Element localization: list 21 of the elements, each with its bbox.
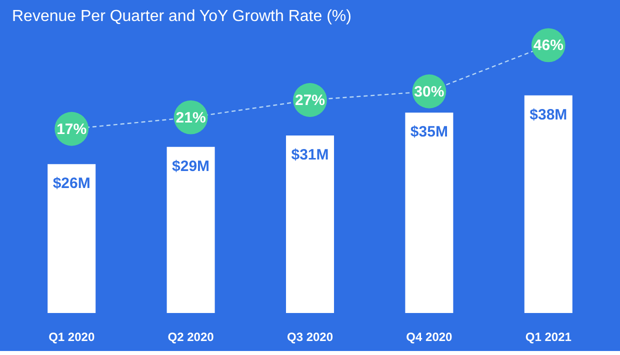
chart-title: Revenue Per Quarter and YoY Growth Rate (%) — [12, 8, 352, 26]
bar — [524, 95, 572, 313]
x-tick-label: Q4 2020 — [406, 330, 453, 344]
bar — [405, 112, 454, 313]
data-label: $38M — [530, 106, 568, 124]
x-tick-label: Q2 2020 — [168, 330, 214, 344]
x-tick-label: Q1 2021 — [525, 330, 572, 344]
data-label: $31M — [291, 146, 329, 164]
data-label: $35M — [410, 124, 448, 141]
data-label: 17% — [56, 120, 87, 138]
data-label: 27% — [294, 92, 326, 110]
bar — [286, 135, 334, 313]
data-label: $29M — [172, 158, 210, 175]
x-tick-label: Q1 2020 — [48, 330, 95, 344]
bar — [166, 146, 215, 313]
data-label: 46% — [533, 37, 564, 54]
data-label: $26M — [52, 175, 90, 192]
data-label: 30% — [414, 83, 444, 100]
x-tick-label: Q3 2020 — [286, 330, 334, 344]
data-label: 21% — [176, 109, 206, 126]
bar — [48, 164, 96, 313]
